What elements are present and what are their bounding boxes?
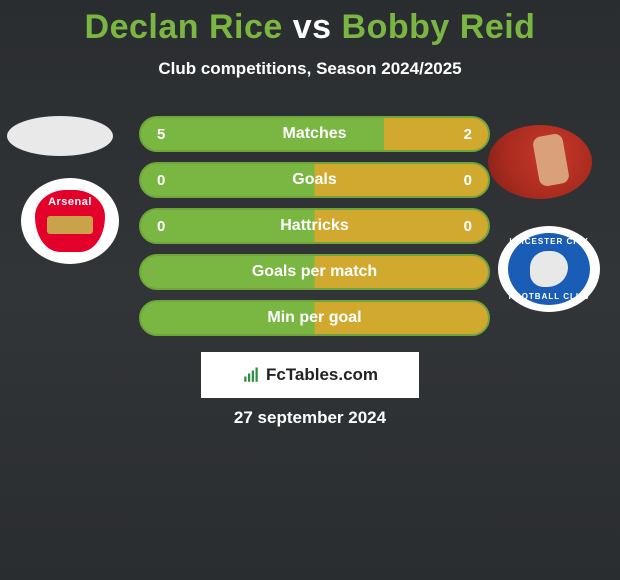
metric-row: 0 Goals 0	[0, 162, 620, 198]
title-player2: Bobby Reid	[342, 8, 536, 46]
metric-bar: Goals per match	[139, 254, 490, 290]
subtitle: Club competitions, Season 2024/2025	[0, 59, 620, 79]
metric-label: Min per goal	[267, 309, 361, 327]
metric-bar: 0 Goals 0	[139, 162, 490, 198]
metric-label: Matches	[282, 125, 346, 143]
metric-row: Min per goal	[0, 300, 620, 336]
comparison-bars: 5 Matches 2 0 Goals 0 0 Hattricks 0 Goals per mat…	[0, 116, 620, 346]
chart-icon	[242, 366, 260, 384]
metric-row: 5 Matches 2	[0, 116, 620, 152]
metric-value-left: 0	[157, 218, 175, 235]
page-title: Declan Rice vs Bobby Reid	[0, 0, 620, 47]
title-vs: vs	[293, 8, 332, 46]
metric-bar: 5 Matches 2	[139, 116, 490, 152]
attribution-text: FcTables.com	[266, 365, 378, 385]
metric-value-right: 0	[454, 218, 472, 235]
title-player1: Declan Rice	[85, 8, 283, 46]
metric-value-left: 0	[157, 172, 175, 189]
metric-label: Hattricks	[280, 217, 348, 235]
metric-value-right: 0	[454, 172, 472, 189]
metric-row: 0 Hattricks 0	[0, 208, 620, 244]
metric-row: Goals per match	[0, 254, 620, 290]
metric-value-left: 5	[157, 126, 175, 143]
metric-label: Goals per match	[252, 263, 377, 281]
attribution: FcTables.com	[201, 352, 419, 398]
content: Declan Rice vs Bobby Reid Club competiti…	[0, 0, 620, 580]
metric-label: Goals	[292, 171, 336, 189]
date: 27 september 2024	[0, 408, 620, 428]
metric-bar: Min per goal	[139, 300, 490, 336]
metric-bar: 0 Hattricks 0	[139, 208, 490, 244]
metric-value-right: 2	[454, 126, 472, 143]
